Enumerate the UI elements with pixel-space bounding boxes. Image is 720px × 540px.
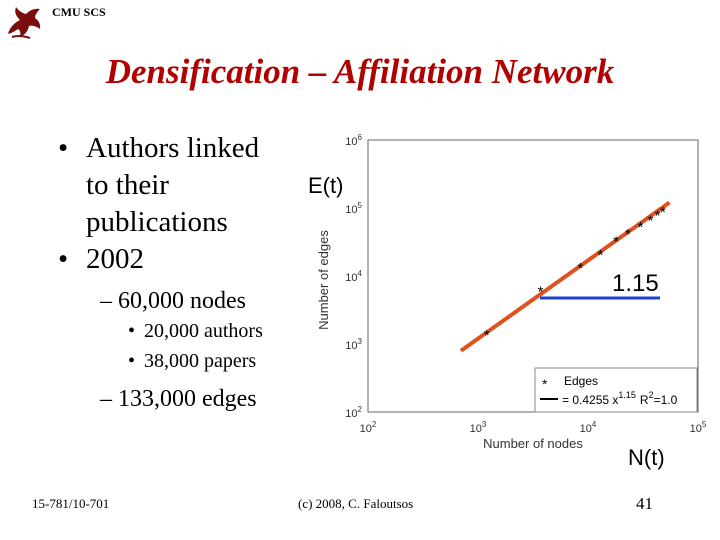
slope-label: 1.15 <box>612 270 659 297</box>
edges-point: * <box>577 260 583 277</box>
bullet-dot: • <box>128 350 136 372</box>
edges-point: * <box>613 234 619 251</box>
y-tick-label: 105 <box>345 201 362 216</box>
sub-bullet-nodes: – 60,000 nodes <box>100 288 246 314</box>
subsub-bullet-papers: • 38,000 papers <box>58 346 418 376</box>
edges-point: * <box>660 204 666 221</box>
y-tick-label: 106 <box>345 133 362 148</box>
x-axis-label: Number of nodes <box>483 436 583 451</box>
legend-edges-label: Edges <box>564 374 598 388</box>
edges-point: * <box>625 226 631 243</box>
edges-point: * <box>655 208 661 225</box>
fit-line <box>459 200 671 353</box>
chart-axes <box>367 139 699 413</box>
griffin-logo-icon <box>8 7 41 39</box>
y-tick-label: 104 <box>345 269 362 284</box>
edges-points: ***** * * * * * <box>484 204 666 344</box>
legend-fit-exponent: 1.15 <box>618 390 636 400</box>
edges-point: * <box>638 219 644 236</box>
x-tick-label: 104 <box>580 420 597 435</box>
legend-r2-value: =1.0 <box>654 393 678 407</box>
bullet-text: 20,000 authors <box>144 320 263 342</box>
bullet-dot: • <box>58 243 69 275</box>
bullet-text: 38,000 papers <box>144 350 257 372</box>
page-number: 41 <box>636 494 653 513</box>
bullet-text-line: 2002 <box>86 243 144 275</box>
x-tick-label: 103 <box>470 420 487 435</box>
bullet-authors: • Authors linked to their publications <box>58 130 418 241</box>
legend-box <box>534 367 698 413</box>
bullet-dot: • <box>128 320 136 342</box>
y-tick-label: 103 <box>345 337 362 352</box>
x-tick-label: 102 <box>360 420 377 435</box>
y-axis-label: Number of edges <box>316 230 331 330</box>
bullet-text-line: Authors linked <box>86 132 260 164</box>
footer-course: 15-781/10-701 <box>32 496 110 511</box>
bullet-list: • Authors linked to their publications •… <box>58 130 418 414</box>
edges-point: * <box>484 327 490 344</box>
et-label: E(t) <box>308 173 343 198</box>
plot-frame <box>367 139 699 413</box>
bullet-text-line: publications <box>86 206 228 238</box>
legend-r2-label: R <box>640 393 649 407</box>
nt-label: N(t) <box>628 445 665 470</box>
tick-labels: 102 103 104 105 102 103 104 105 106 <box>345 133 707 435</box>
edges-point: * <box>538 284 544 301</box>
legend-r2-exponent: 2 <box>649 390 654 400</box>
bullet-year: • 2002 <box>58 241 418 278</box>
edges-point: * <box>598 247 604 264</box>
edges-point: * <box>648 212 654 229</box>
slide-title: Densification – Affiliation Network <box>105 52 615 91</box>
bullet-dot: • <box>58 132 69 164</box>
footer-copyright: (c) 2008, C. Faloutsos <box>298 496 414 511</box>
sub-bullet-edges: – 133,000 edges <box>100 386 257 412</box>
legend-edges-marker: * <box>542 376 548 392</box>
legend-fit-text: = 0.4255 x <box>562 393 618 407</box>
chart-legend: * Edges = 0.4255 x1.15 R2=1.0 <box>534 367 698 413</box>
org-label: CMU SCS <box>52 5 106 19</box>
legend-fit-label: = 0.4255 x1.15 R2=1.0 <box>562 390 678 407</box>
subsub-bullet-authors: • 20,000 authors <box>58 316 418 346</box>
x-tick-label: 105 <box>690 420 707 435</box>
bullet-text-line: to their <box>86 169 169 201</box>
y-tick-label: 102 <box>345 405 362 420</box>
